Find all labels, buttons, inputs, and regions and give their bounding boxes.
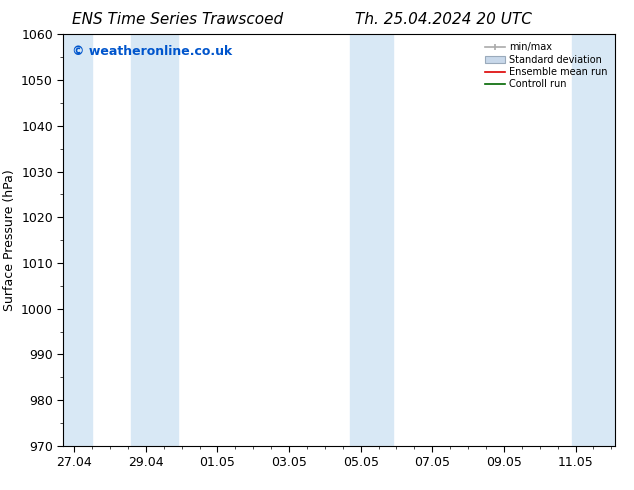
Bar: [131, 34, 178, 446]
Legend: min/max, Standard deviation, Ensemble mean run, Controll run: min/max, Standard deviation, Ensemble me…: [482, 39, 610, 92]
Text: Th. 25.04.2024 20 UTC: Th. 25.04.2024 20 UTC: [356, 12, 532, 27]
Bar: [572, 34, 615, 446]
Y-axis label: Surface Pressure (hPa): Surface Pressure (hPa): [3, 169, 16, 311]
Bar: [350, 34, 393, 446]
Bar: [63, 34, 92, 446]
Text: ENS Time Series Trawscoed: ENS Time Series Trawscoed: [72, 12, 283, 27]
Text: © weatheronline.co.uk: © weatheronline.co.uk: [72, 45, 232, 58]
